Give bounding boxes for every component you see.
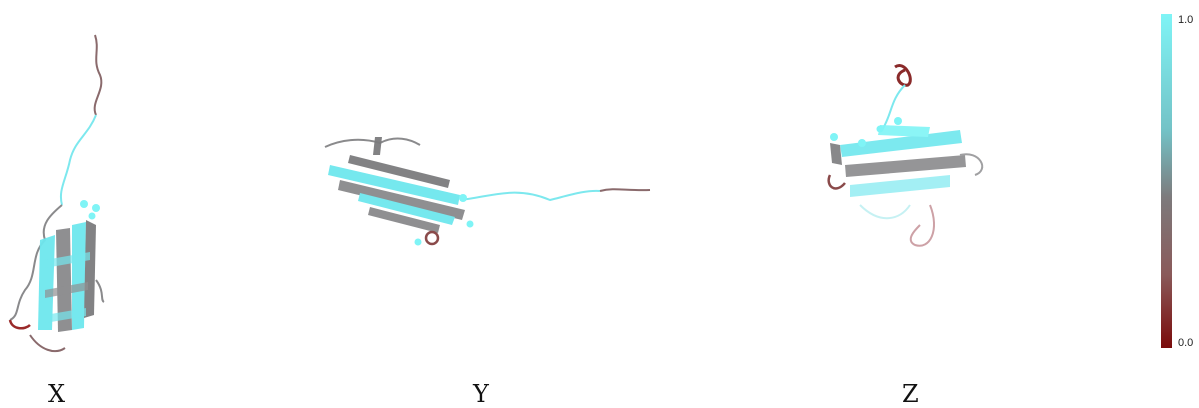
protein-view-z bbox=[820, 55, 995, 265]
panel-label-y: Y bbox=[473, 380, 489, 408]
colorbar-max-label: 1.0 bbox=[1178, 14, 1193, 26]
protein-view-y bbox=[320, 125, 660, 255]
colorbar bbox=[1161, 14, 1172, 348]
protein-cartoon-y bbox=[320, 125, 660, 255]
panel-label-z: Z bbox=[902, 380, 919, 408]
protein-cartoon-x bbox=[0, 30, 130, 360]
protein-cartoon-z bbox=[820, 55, 995, 265]
colorbar-min-label: 0.0 bbox=[1178, 337, 1193, 349]
panel-label-x: X bbox=[48, 380, 65, 408]
protein-view-x bbox=[0, 30, 130, 360]
